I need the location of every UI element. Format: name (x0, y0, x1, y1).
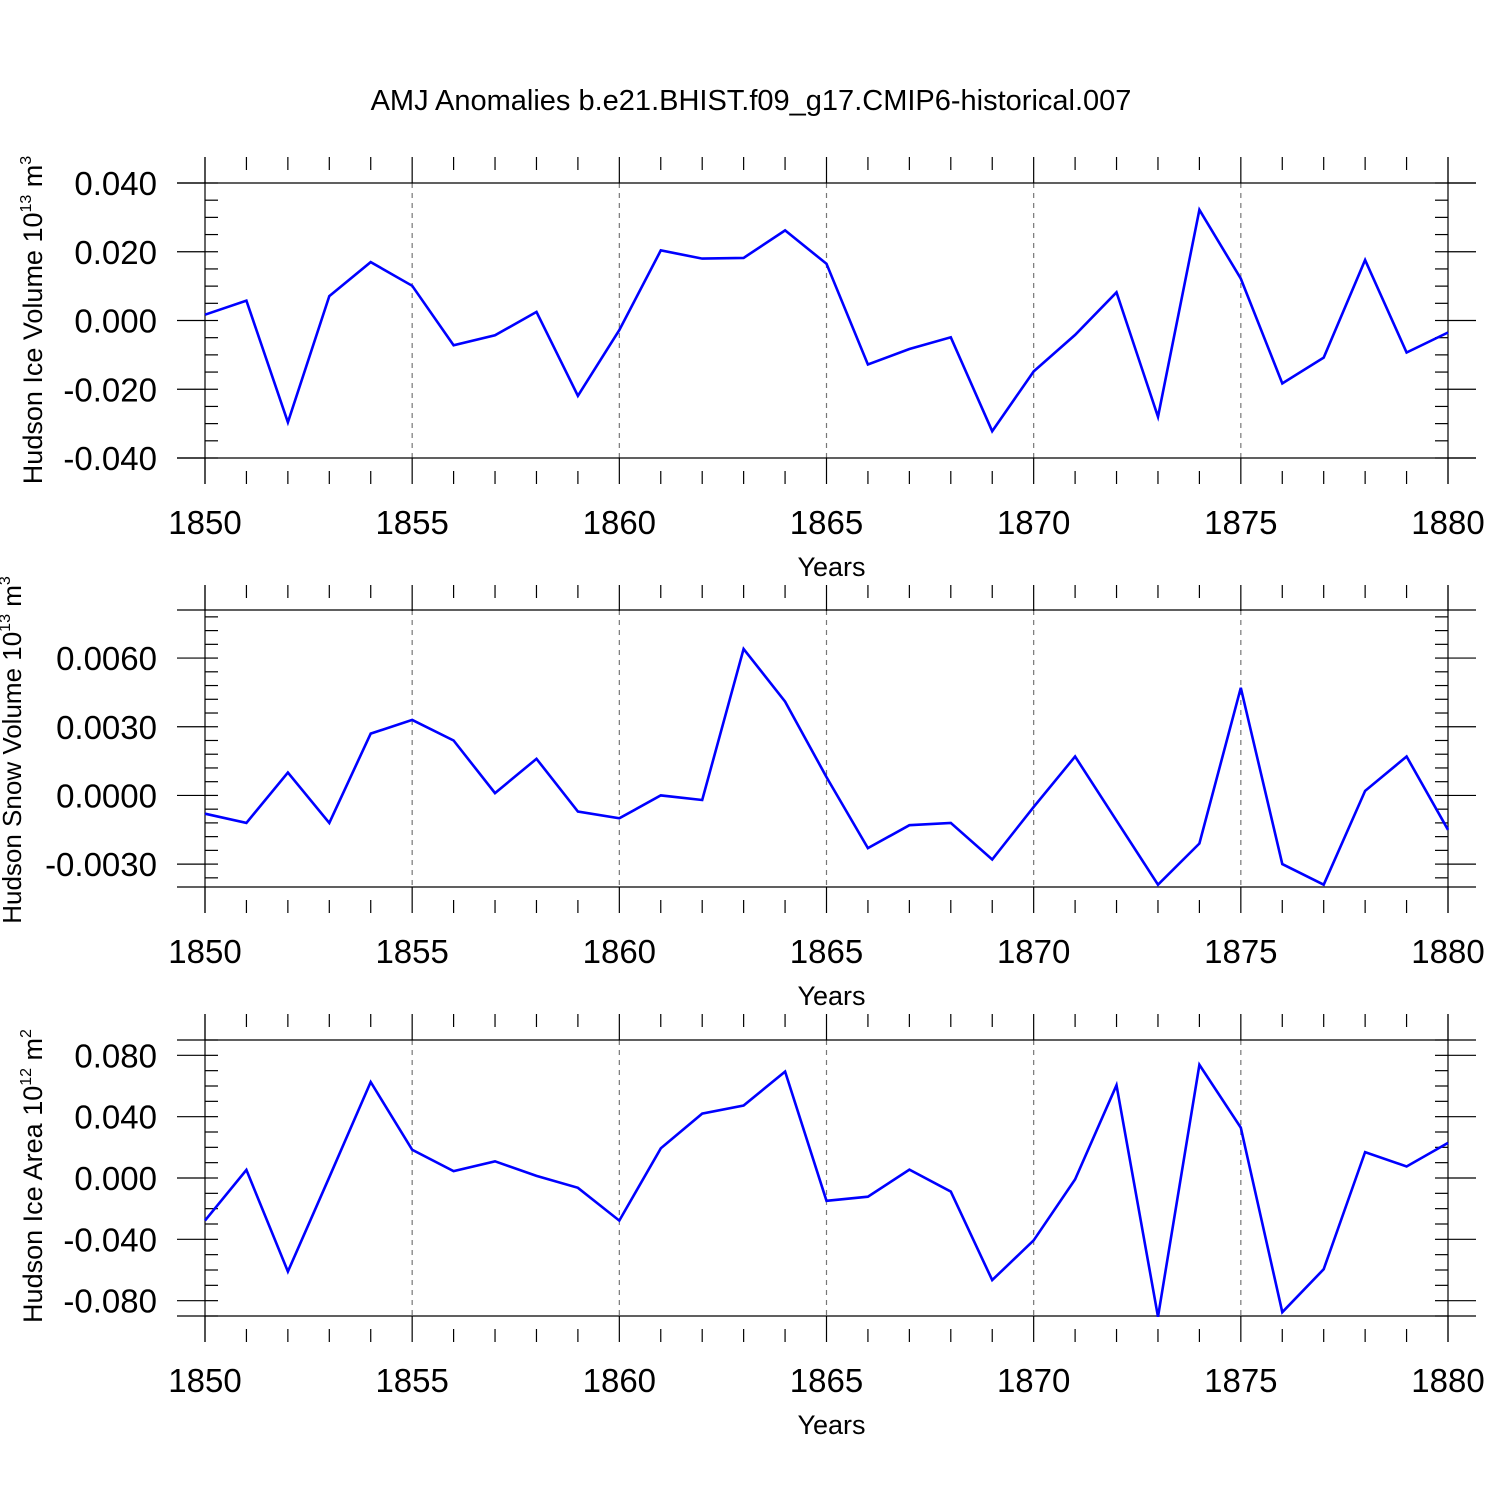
x-tick-label: 1850 (168, 933, 241, 970)
y-axis-label-unit-exponent: 3 (18, 156, 35, 165)
x-tick-label: 1870 (997, 1362, 1070, 1399)
y-axis-label: Hudson Snow Volume 1013 m3 (0, 576, 27, 924)
y-tick-label: 0.0060 (56, 640, 157, 677)
y-tick-label: 0.040 (74, 165, 157, 202)
x-tick-label: 1880 (1411, 1362, 1484, 1399)
x-tick-label: 1870 (997, 933, 1070, 970)
y-tick-label: 0.040 (74, 1099, 157, 1136)
x-tick-label: 1875 (1204, 1362, 1277, 1399)
chart-panel-1: 1850 1855 1860 1865 1870 1875 1880 0.040 0.020 0.… (18, 156, 1485, 582)
y-tick-label: -0.080 (63, 1283, 157, 1320)
x-tick-label: 1880 (1411, 933, 1484, 970)
y-tick-label: 0.000 (74, 303, 157, 340)
y-axis-label-unit: m (0, 585, 27, 614)
x-tick-label: 1875 (1204, 504, 1277, 541)
x-tick-label: 1860 (583, 504, 656, 541)
y-tick-label: 0.0000 (56, 777, 157, 814)
y-axis-label-exponent: 13 (0, 614, 14, 632)
x-tick-label: 1865 (790, 1362, 863, 1399)
x-tick-label: 1880 (1411, 504, 1484, 541)
x-tick-label: 1860 (583, 1362, 656, 1399)
x-tick-label: 1855 (375, 1362, 448, 1399)
y-axis-label: Hudson Ice Area 1012 m2 (18, 1029, 48, 1323)
x-tick-label: 1860 (583, 933, 656, 970)
y-axis-label-unit: m (18, 165, 48, 195)
y-tick-label: 0.020 (74, 234, 157, 271)
y-axis-label-exponent: 12 (18, 1068, 35, 1086)
x-axis-label: Years (797, 1410, 865, 1440)
x-tick-label: 1850 (168, 504, 241, 541)
x-tick-label: 1855 (375, 933, 448, 970)
figure-title: AMJ Anomalies b.e21.BHIST.f09_g17.CMIP6-… (371, 85, 1132, 117)
y-tick-label: -0.040 (63, 1221, 157, 1258)
y-tick-label: -0.020 (63, 371, 157, 408)
y-axis-label-text: Hudson Ice Volume 10 (18, 213, 48, 485)
series-line-hudson-snow-volume (204, 646, 1450, 887)
x-axis-label: Years (797, 552, 865, 582)
series-line-hudson-ice-volume (204, 206, 1449, 434)
y-tick-label: -0.0030 (45, 846, 157, 883)
x-tick-label: 1870 (997, 504, 1070, 541)
x-tick-label: 1875 (1204, 933, 1277, 970)
panels: 1850 1855 1860 1865 1870 1875 1880 0.040 0.020 0.… (0, 156, 1485, 1440)
y-tick-label: 0.0030 (56, 709, 157, 746)
x-tick-label: 1850 (168, 1362, 241, 1399)
y-tick-label: -0.040 (63, 440, 157, 477)
y-axis-label: Hudson Ice Volume 1013 m3 (18, 156, 48, 484)
x-tick-label: 1855 (375, 504, 448, 541)
y-tick-label: 0.000 (74, 1160, 157, 1197)
y-axis-label-text: Hudson Snow Volume 10 (0, 632, 27, 924)
x-tick-label: 1865 (790, 504, 863, 541)
y-axis-label-text: Hudson Ice Area 10 (18, 1086, 48, 1323)
y-axis-label-unit-exponent: 3 (0, 576, 14, 585)
chart-panel-3: 1850 1855 1860 1865 1870 1875 1880 0.080 0.040 0.… (18, 1014, 1485, 1440)
x-axis-label: Years (797, 981, 865, 1011)
y-axis-label-unit: m (18, 1038, 48, 1068)
y-tick-label: 0.080 (74, 1037, 157, 1074)
y-axis-label-exponent: 13 (18, 195, 35, 213)
chart-panel-2: 1850 1855 1860 1865 1870 1875 1880 0.0060 0.0030… (0, 576, 1485, 1011)
y-axis-label-unit-exponent: 2 (18, 1029, 35, 1038)
x-tick-label: 1865 (790, 933, 863, 970)
series-line-hudson-ice-area (203, 1061, 1449, 1318)
